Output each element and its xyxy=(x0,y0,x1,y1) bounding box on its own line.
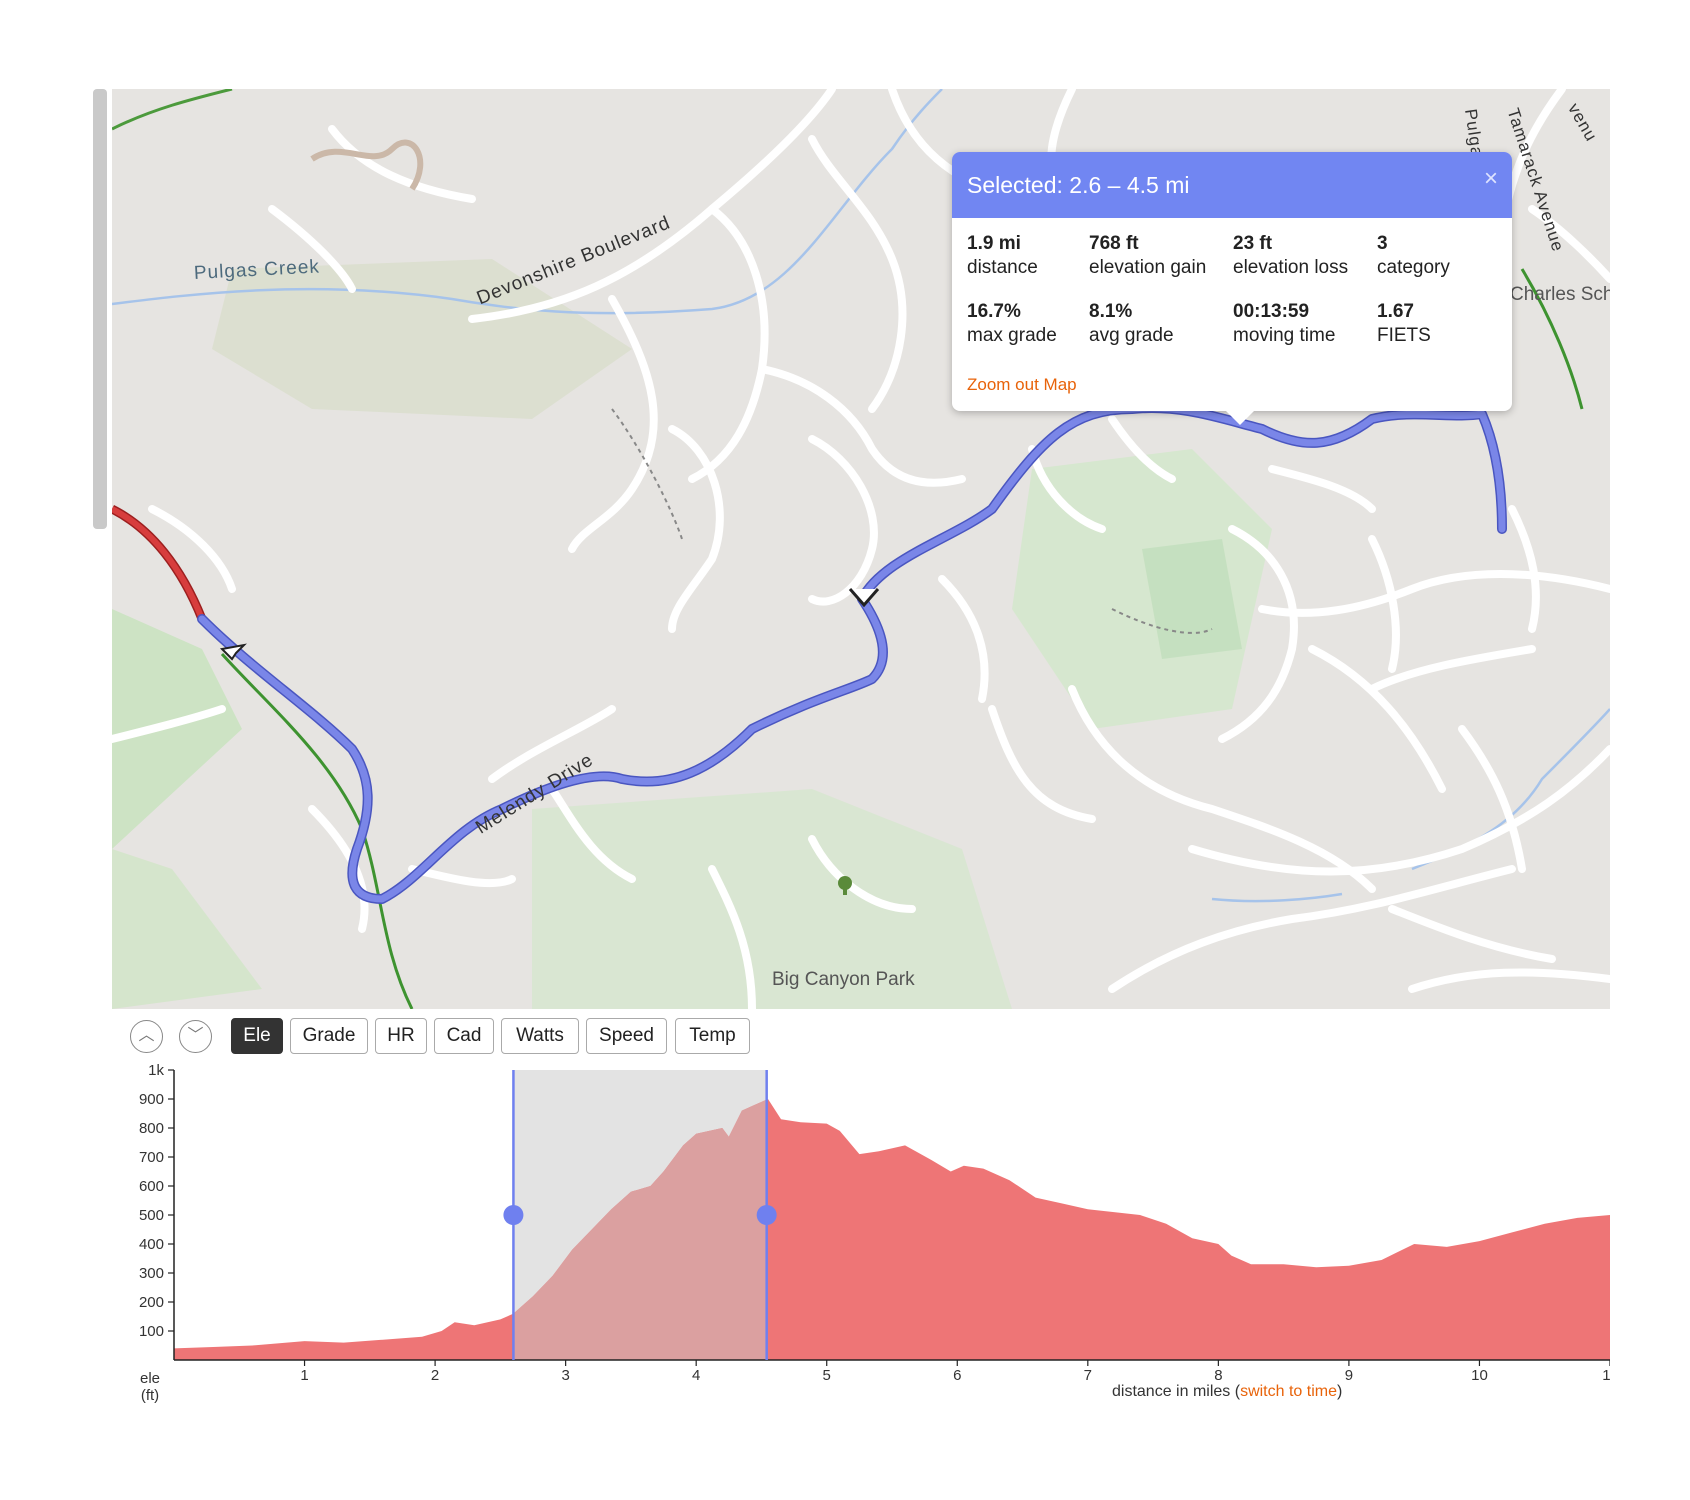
x-tick-label: 7 xyxy=(1084,1367,1092,1380)
x-tick-label: 8 xyxy=(1214,1367,1222,1380)
stat-category: 3 category xyxy=(1377,233,1450,278)
park-area xyxy=(112,609,242,849)
route-start-arrow xyxy=(219,643,247,661)
big-canyon-park-area xyxy=(532,789,1012,1009)
selection-end-handle xyxy=(756,1205,777,1225)
x-tick-label: 11 xyxy=(1602,1367,1610,1380)
stat-avg-grade: 8.1% avg grade xyxy=(1089,301,1174,346)
popup-header: Selected: 2.6 – 4.5 mi × xyxy=(952,152,1512,218)
x-tick-label: 3 xyxy=(561,1367,569,1380)
route-segment-red xyxy=(112,506,205,621)
y-tick-label: 200 xyxy=(139,1294,164,1311)
y-axis-label: ele (ft) xyxy=(140,1370,161,1404)
route-line xyxy=(198,404,1506,903)
y-tick-label: 900 xyxy=(139,1091,164,1108)
route-selection-marker xyxy=(848,588,880,608)
tab-cad[interactable]: Cad xyxy=(434,1018,494,1054)
stat-elevation-loss: 23 ft elevation loss xyxy=(1233,233,1349,278)
stat-max-grade: 16.7% max grade xyxy=(967,301,1057,346)
x-axis-caption: distance in miles (switch to time) xyxy=(1112,1383,1343,1400)
close-icon[interactable]: × xyxy=(1483,165,1498,192)
popup-title: Selected: 2.6 – 4.5 mi xyxy=(967,172,1190,198)
y-tick-label: 600 xyxy=(139,1178,164,1195)
elevation-area-selected xyxy=(513,1099,767,1360)
x-tick-label: 10 xyxy=(1471,1367,1488,1380)
tab-hr[interactable]: HR xyxy=(375,1018,427,1054)
popup-pointer xyxy=(1226,411,1254,425)
x-tick-label: 9 xyxy=(1345,1367,1353,1380)
y-tick-label: 400 xyxy=(139,1236,164,1253)
stat-fiets: 1.67 FIETS xyxy=(1377,301,1431,346)
x-tick-label: 2 xyxy=(431,1367,439,1380)
selection-popup: Selected: 2.6 – 4.5 mi × 1.9 mi distance … xyxy=(952,152,1512,425)
x-tick-label: 5 xyxy=(823,1367,831,1380)
switch-to-time-link[interactable]: switch to time xyxy=(1240,1383,1337,1400)
elevation-chart[interactable]: 100 200 300 400 500 600 700 800 900 1k 1 2 3 4 5 6 7 8 9 10… xyxy=(112,1060,1610,1380)
map-label-big-canyon: Big Canyon Park xyxy=(772,969,915,990)
x-tick-label: 1 xyxy=(300,1367,308,1380)
x-tick-label: 6 xyxy=(953,1367,961,1380)
y-tick-label: 800 xyxy=(139,1120,164,1137)
tab-ele[interactable]: Ele xyxy=(231,1018,283,1054)
tab-temp[interactable]: Temp xyxy=(675,1018,750,1054)
tab-grade[interactable]: Grade xyxy=(290,1018,368,1054)
map-label-charles: Charles Scho xyxy=(1510,284,1610,305)
map-canvas xyxy=(112,89,1610,1009)
y-tick-label: 1k xyxy=(148,1062,164,1079)
chevron-up-icon[interactable]: ︿ xyxy=(130,1020,163,1053)
y-tick-label: 700 xyxy=(139,1149,164,1166)
x-tick-label: 4 xyxy=(692,1367,700,1380)
zoom-out-map-link[interactable]: Zoom out Map xyxy=(967,375,1077,394)
x-axis-label: distance in miles xyxy=(1112,1383,1231,1400)
park-tree-icon xyxy=(838,876,852,895)
elevation-area xyxy=(174,1099,1610,1360)
y-tick-label: 300 xyxy=(139,1265,164,1282)
stat-distance: 1.9 mi distance xyxy=(967,233,1038,278)
tab-speed[interactable]: Speed xyxy=(586,1018,667,1054)
chevron-down-icon[interactable]: ﹀ xyxy=(179,1020,212,1053)
y-tick-label: 500 xyxy=(139,1207,164,1224)
scrollbar[interactable] xyxy=(93,89,107,529)
stat-moving-time: 00:13:59 moving time xyxy=(1233,301,1336,346)
y-tick-label: 100 xyxy=(139,1323,164,1340)
stat-elevation-gain: 768 ft elevation gain xyxy=(1089,233,1207,278)
tab-watts[interactable]: Watts xyxy=(501,1018,579,1054)
selection-start-handle xyxy=(503,1205,524,1225)
